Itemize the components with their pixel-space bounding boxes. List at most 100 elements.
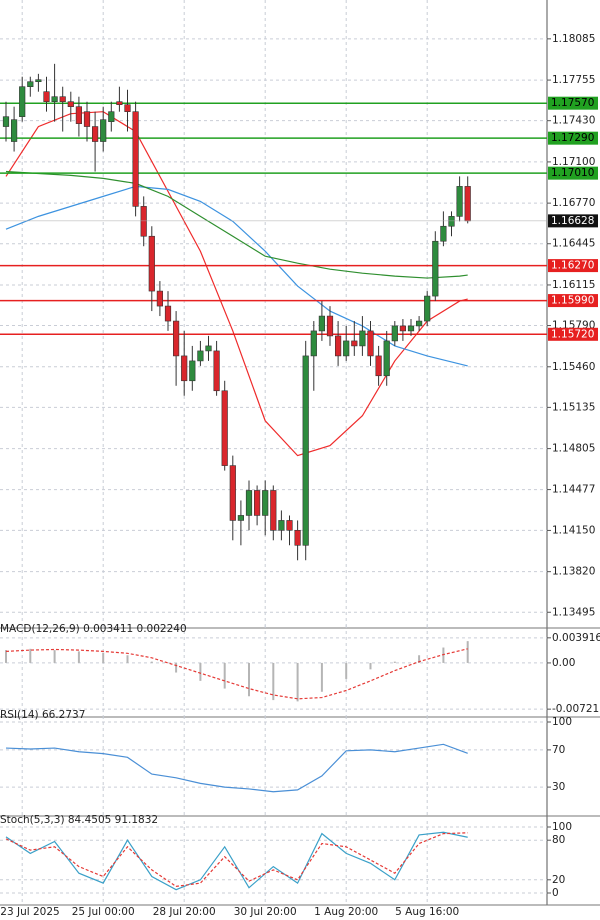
macd-bar	[175, 662, 178, 673]
y-tick-label: 1.15460	[552, 361, 595, 373]
candle-body	[124, 104, 131, 112]
candle-body	[415, 320, 423, 327]
y-tick-label: -0.007211	[552, 703, 600, 715]
candle-body	[237, 515, 245, 521]
macd-bar	[272, 662, 275, 701]
level-label-box	[548, 96, 598, 110]
y-tick-label: 1.16445	[552, 238, 595, 250]
macd-bar	[320, 662, 323, 692]
candle-body	[132, 111, 139, 207]
candle-body	[270, 490, 277, 531]
y-tick-label: 1.14477	[552, 484, 595, 496]
candle-body	[229, 465, 236, 521]
candle-body	[399, 325, 407, 332]
macd-bar	[442, 647, 445, 663]
candle-body	[75, 106, 82, 124]
y-tick-label: 1.15135	[552, 401, 595, 413]
level-label: 1.16270	[551, 260, 594, 272]
candle-body	[286, 520, 293, 531]
y-tick-label: 1.14805	[552, 443, 595, 455]
y-tick-label: 0.003916	[552, 632, 600, 644]
level-label-box	[548, 259, 598, 273]
panel-title: Stoch(5,3,3) 84.4505 91.1832	[0, 814, 158, 826]
y-tick-label: 0	[552, 887, 559, 899]
level-label-box	[548, 327, 598, 341]
y-tick-label: 100	[552, 821, 572, 833]
candle-body	[383, 340, 390, 377]
candle-body	[448, 216, 455, 227]
candle-body	[334, 335, 342, 357]
level-label-box	[548, 131, 598, 145]
candle-body	[213, 350, 220, 392]
candle-body	[197, 350, 204, 362]
level-label: 1.17290	[551, 132, 594, 144]
y-tick-label: 1.16115	[552, 279, 595, 291]
macd-bar	[223, 662, 226, 689]
indicator-line	[5, 185, 468, 367]
candle-body	[302, 355, 309, 546]
candle-body	[294, 530, 301, 546]
y-tick-label: 1.17755	[552, 74, 595, 86]
candle-body	[407, 325, 415, 332]
candle-body	[2, 116, 10, 127]
candle-body	[35, 79, 42, 83]
indicator-line	[5, 170, 468, 279]
candle-body	[310, 330, 317, 357]
candle-body	[221, 390, 228, 466]
candle-body	[440, 225, 447, 242]
candle-body	[351, 340, 358, 347]
candle-body	[43, 91, 50, 102]
indicator-line	[5, 743, 468, 793]
candle-body	[148, 235, 155, 292]
candle-body	[326, 315, 334, 337]
indicator-line	[5, 832, 468, 888]
candle-body	[108, 111, 115, 122]
y-tick-label: 100	[552, 716, 572, 728]
candle-body	[156, 290, 164, 307]
candle-body	[67, 101, 74, 107]
candle-body	[92, 126, 99, 142]
candle-body	[367, 330, 374, 357]
level-label: 1.15990	[551, 295, 594, 307]
candle-body	[205, 345, 212, 352]
macd-bar	[102, 652, 105, 663]
macd-bar	[466, 641, 469, 663]
indicator-line	[5, 831, 468, 891]
candle-body	[391, 325, 398, 342]
level-label: 1.17010	[551, 167, 594, 179]
y-tick-label: 1.17430	[552, 115, 595, 127]
macd-bar	[53, 650, 56, 663]
candle-body	[116, 101, 123, 105]
candle-body	[164, 305, 172, 322]
panel-title: MACD(12,26,9) 0.003411 0.002240	[0, 623, 187, 635]
candle-body	[343, 340, 350, 357]
last-price-label: 1.16628	[551, 215, 594, 227]
x-tick-label: 5 Aug 16:00	[395, 906, 459, 918]
level-label-box	[548, 166, 598, 180]
macd-bar	[150, 661, 153, 663]
macd-bar	[5, 650, 7, 663]
candle-body	[456, 186, 463, 217]
x-tick-label: 25 Jul 00:00	[72, 906, 135, 918]
y-tick-label: 30	[552, 781, 565, 793]
macd-bar	[248, 662, 250, 697]
macd-bar	[369, 662, 372, 670]
candle-body	[181, 355, 188, 382]
candle-body	[464, 186, 471, 222]
macd-bar	[296, 662, 299, 702]
macd-bar	[77, 651, 80, 663]
candle-body	[318, 315, 326, 332]
y-tick-label: 1.13495	[552, 606, 595, 618]
candle-body	[51, 96, 58, 102]
candle-body	[83, 111, 91, 127]
x-tick-label: 1 Aug 20:00	[314, 906, 378, 918]
candle-body	[254, 490, 261, 516]
x-tick-label: 23 Jul 2025	[0, 906, 59, 918]
candle-body	[359, 330, 366, 347]
macd-bar	[199, 662, 202, 681]
last-price-box	[548, 214, 598, 228]
macd-bar	[418, 655, 421, 663]
candle-body	[262, 490, 269, 516]
macd-bar	[29, 648, 32, 663]
